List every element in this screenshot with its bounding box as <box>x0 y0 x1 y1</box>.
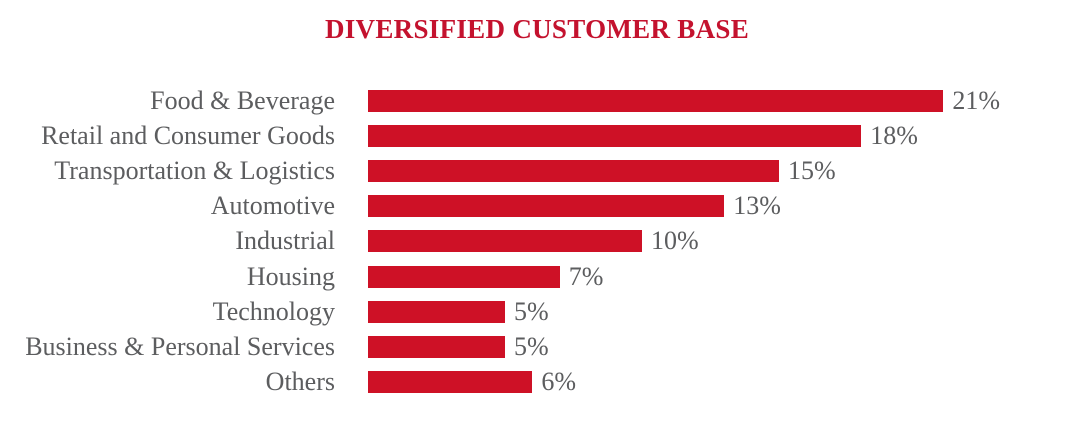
category-label: Food & Beverage <box>150 85 335 115</box>
bar <box>368 265 560 288</box>
bar-chart: Food & Beverage 21% Retail and Consumer … <box>0 83 1074 400</box>
value-label: 7% <box>568 261 604 291</box>
value-label: 5% <box>514 331 549 361</box>
chart-row: Automotive 13% <box>0 189 1074 224</box>
value-label: 15% <box>788 155 836 185</box>
bar <box>368 230 642 253</box>
bar-track: 5% <box>368 296 549 326</box>
chart-title: DIVERSIFIED CUSTOMER BASE <box>324 14 750 44</box>
value-label: 21% <box>952 85 1001 115</box>
value-label: 10% <box>651 226 699 256</box>
value-label: 18% <box>870 120 918 150</box>
category-label: Retail and Consumer Goods <box>41 120 335 150</box>
bar-track: 21% <box>368 85 1001 115</box>
bar-track: 5% <box>368 331 549 361</box>
bar <box>368 300 505 323</box>
category-label: Transportation & Logistics <box>54 155 335 185</box>
bar <box>368 124 862 147</box>
chart-row: Others 6% <box>0 365 1074 400</box>
value-label: 13% <box>733 191 781 221</box>
chart-row: Industrial 10% <box>0 224 1074 259</box>
bar-track: 10% <box>368 228 699 254</box>
bar-track: 18% <box>368 120 918 150</box>
category-label: Others <box>265 367 335 397</box>
category-label: Business & Personal Services <box>25 331 335 361</box>
bar <box>368 89 944 112</box>
chart-row: Housing 7% <box>0 259 1074 294</box>
chart-row: Transportation & Logistics 15% <box>0 153 1074 188</box>
bar <box>368 335 505 358</box>
chart-row: Food & Beverage 21% <box>0 83 1074 118</box>
category-label: Technology <box>212 296 335 326</box>
bar-track: 13% <box>368 193 781 219</box>
chart-row: Business & Personal Services 5% <box>0 329 1074 364</box>
category-label: Housing <box>246 261 335 291</box>
chart-row: Retail and Consumer Goods 18% <box>0 118 1074 153</box>
chart-row: Technology 5% <box>0 294 1074 329</box>
chart-canvas: DIVERSIFIED CUSTOMER BASE Food & Beverag… <box>0 0 1074 394</box>
value-label: 5% <box>514 296 549 326</box>
category-label: Automotive <box>210 191 335 221</box>
bar <box>368 371 533 394</box>
bar <box>368 159 779 182</box>
bar <box>368 195 725 218</box>
bar-track: 7% <box>368 261 604 291</box>
bar-track: 6% <box>368 369 576 395</box>
value-label: 6% <box>541 367 577 397</box>
category-label: Industrial <box>235 226 335 256</box>
bar-track: 15% <box>368 155 836 185</box>
